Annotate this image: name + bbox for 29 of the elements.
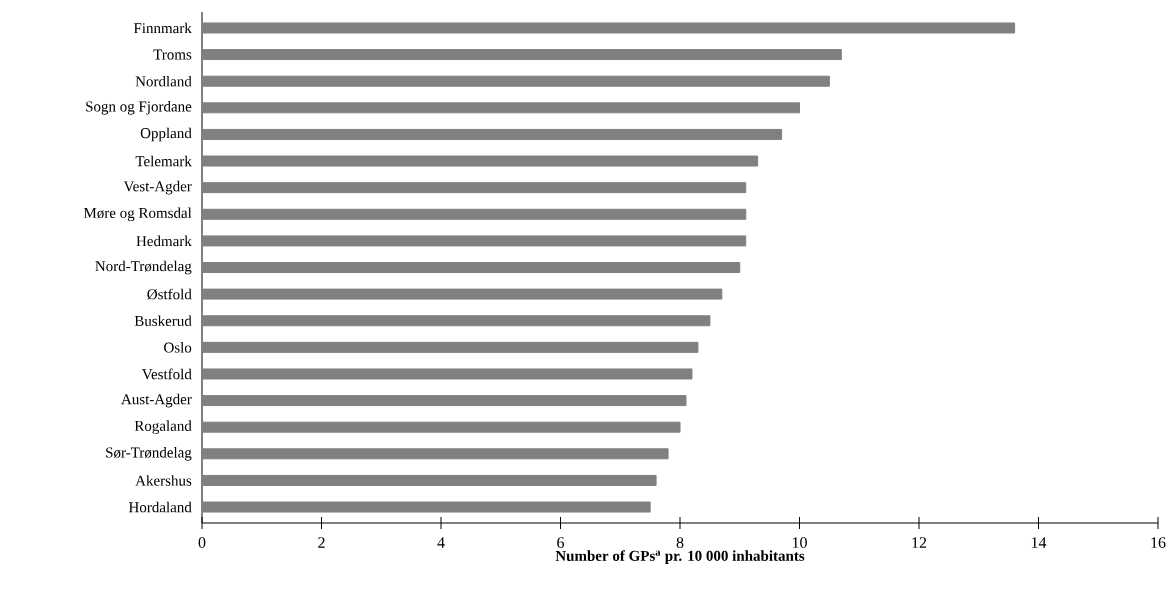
y-tick-label: Sogn og Fjordane — [86, 100, 192, 115]
x-tick-label: 12 — [912, 537, 927, 548]
y-tick-label: Troms — [153, 49, 192, 60]
y-tick-label: Aust-Agder — [121, 393, 192, 408]
y-tick-label: Oppland — [140, 127, 192, 142]
y-tick-label: Vest-Agder — [123, 180, 192, 195]
y-tick-label: Rogaland — [134, 420, 192, 435]
x-tick-label: 16 — [1151, 537, 1166, 548]
y-tick-label: Østfold — [147, 288, 192, 300]
y-tick-label: Hedmark — [136, 235, 192, 247]
y-tick-label: Akershus — [135, 475, 192, 486]
x-axis-title: Number of GPs$^{a}$ pr. 10 000 inhabitants — [555, 550, 805, 564]
y-tick-label: Hordaland — [128, 501, 192, 513]
y-tick-label: Finnmark — [133, 22, 192, 34]
y-tick-label: Nordland — [135, 75, 192, 87]
x-tick-label: 2 — [318, 537, 325, 548]
y-tick-label: Oslo — [164, 342, 192, 353]
y-tick-label: Møre og Romsdal — [83, 207, 192, 222]
x-tick-label: 14 — [1031, 537, 1047, 548]
y-tick-label: Vestfold — [141, 368, 192, 380]
y-tick-label: Buskerud — [134, 315, 192, 326]
y-tick-label: Telemark — [135, 155, 192, 167]
x-tick-label: 6 — [557, 537, 565, 548]
y-tick-label: Nord-Trøndelag — [95, 260, 192, 275]
x-tick-label: 0 — [198, 537, 206, 548]
x-tick-label: 4 — [437, 537, 445, 548]
x-tick-label: 10 — [792, 537, 807, 548]
x-tick-label: 8 — [676, 537, 684, 548]
y-tick-label: Sør-Trøndelag — [106, 446, 192, 461]
